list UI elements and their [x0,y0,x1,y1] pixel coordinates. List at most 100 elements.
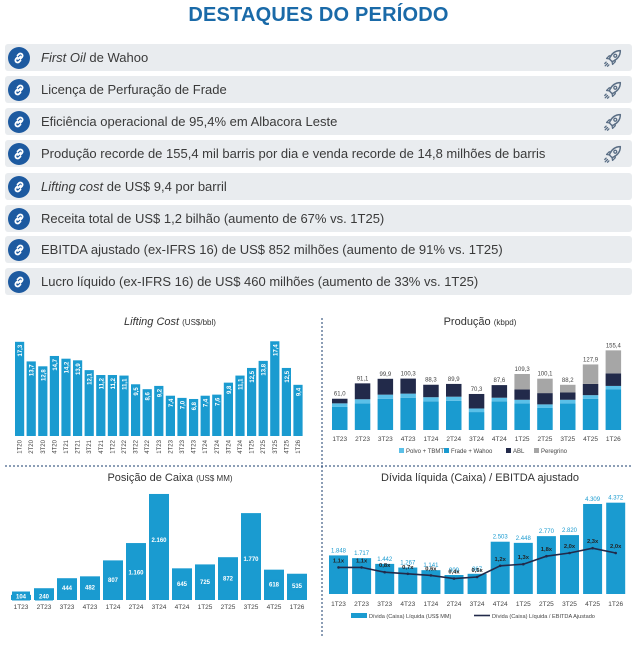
lifting-cost-bar [293,384,303,436]
net-debt-bar-label: 1.267 [400,561,416,567]
ratio-label: 1,1x [333,558,345,564]
rocket-icon [604,145,622,163]
highlight-rest: Receita total de US$ 1,2 bilhão (aumento… [41,211,385,226]
production-total-label: 88,2 [562,378,574,384]
production-bar-segment [468,393,485,409]
net-debt-tick-label: 4T23 [400,601,415,608]
net-debt-tick-label: 4T24 [493,601,508,608]
lifting-cost-tick-label: 4T23 [192,439,198,453]
ratio-point [522,562,525,566]
production-bar-segment [514,389,530,400]
net-debt-bar [398,567,418,594]
production-bar-segment [354,399,371,404]
cash-label-bg [150,534,168,544]
lifting-cost-tick-label: 4T21 [99,439,105,453]
production-tick-label: 3T24 [469,436,484,443]
ratio-point [383,570,387,574]
cash-bar-label: 807 [108,578,119,584]
lifting-cost-tick-label: 2T23 [168,439,174,453]
production-total-label: 100,3 [401,372,417,378]
lifting-cost-tick-label: 1T26 [296,439,302,453]
lifting-cost-bar [131,384,141,436]
production-title: Produção (kbpd) [360,316,600,328]
ratio-label: 1,2x [495,557,507,563]
net-debt-bar-label: 2.503 [493,535,509,541]
net-debt-bar [536,536,556,594]
cash-label-bg [35,591,53,601]
lifting-cost-tick-label: 1T25 [250,439,256,453]
cash-label-bg [242,553,260,563]
lifting-cost-bar [235,375,245,436]
production-bar-segment [468,408,485,413]
highlight-row: First Oil de Wahoo [5,44,632,71]
lifting-cost-bar-label: 8,6 [146,392,152,401]
link-icon [8,142,30,165]
lifting-cost-bar-label: 7,4 [204,398,210,407]
link-icon [8,78,30,101]
net-debt-tick-label: 3T23 [377,601,392,608]
lifting-cost-tick-label: 4T22 [145,439,151,453]
ratio-label: 1,1x [356,558,368,564]
cash-title: Posição de Caixa (US$ MM) [60,472,280,484]
production-bar-segment [514,399,530,404]
cash-tick-label: 2T23 [37,604,52,611]
cash-label-bg [173,578,191,588]
lifting-cost-tick-label: 4T25 [284,439,290,453]
production-bar-segment [446,383,462,397]
production-bar-segment [537,378,553,394]
cash-tick-label: 1T24 [106,604,121,611]
production-legend-label: Frade + Wahoo [451,449,493,455]
lifting-cost-bar-label: 7,4 [169,398,175,407]
production-bar-segment [537,407,553,430]
cash-title-unit: (US$ MM) [196,474,233,483]
lifting-cost-tick-label: 2T24 [215,439,221,453]
production-bar-segment [332,406,348,430]
net-debt-bar-label: 2.448 [516,536,532,542]
ratio-point [568,551,571,555]
production-tick-label: 1T23 [332,436,347,443]
lifting-cost-bar [84,370,94,436]
highlight-text: Eficiência operacional de 95,4% em Albac… [41,114,337,129]
cash-tick-label: 1T26 [290,604,305,611]
lifting-cost-bar-label: 7,6 [215,397,221,406]
net-debt-tick-label: 3T25 [562,601,577,608]
lifting-cost-title-main: Lifting Cost [124,316,180,328]
cash-bar-label: 535 [292,584,303,590]
production-bar-segment [537,393,553,405]
link-icon [8,46,30,69]
lifting-cost-bar [38,366,48,436]
net-debt-bar-label: 967 [472,567,483,573]
production-total-label: 70,3 [471,387,483,393]
lifting-cost-tick-label: 3T21 [87,439,93,453]
production-tick-label: 3T23 [378,436,393,443]
cash-label-bg [196,576,214,586]
lifting-cost-bar [107,375,117,436]
lifting-cost-bar-label: 9,2 [157,388,163,397]
lifting-cost-bar-label: 13,7 [30,364,36,376]
production-bar-segment [377,378,394,395]
net-debt-bar [560,535,579,594]
net-debt-bar-label: 1.717 [354,551,370,557]
lifting-cost-title-unit: (US$/bbl) [182,318,216,327]
production-tick-label: 2T25 [538,436,553,443]
highlight-text: Produção recorde de 155,4 mil barris por… [41,146,545,161]
net-debt-bar-label: 4.309 [585,497,601,503]
cash-label-bg [12,591,30,601]
production-bar-segment [560,403,576,430]
net-debt-bar [606,502,626,594]
lifting-cost-bar [26,361,36,436]
cash-bar-label: 2.160 [151,538,167,544]
production-legend-swatch [534,448,539,453]
production-chart: 61,0 1T23 91,1 2T23 99,9 3T23 100,3 4T23 88,3 1T2… [332,343,622,455]
rocket-icon [604,81,622,99]
net-debt-bar-label: 1.141 [423,563,439,569]
lifting-cost-tick-label: 4T20 [52,439,58,453]
production-total-label: 127,9 [583,357,599,363]
net-debt-bar [513,542,533,594]
production-tick-label: 4T23 [401,436,416,443]
lifting-cost-tick-label: 1T23 [157,439,163,453]
cash-tick-label: 1T23 [14,604,29,611]
cash-bar-label: 645 [177,582,188,588]
production-bar-segment [400,397,416,430]
